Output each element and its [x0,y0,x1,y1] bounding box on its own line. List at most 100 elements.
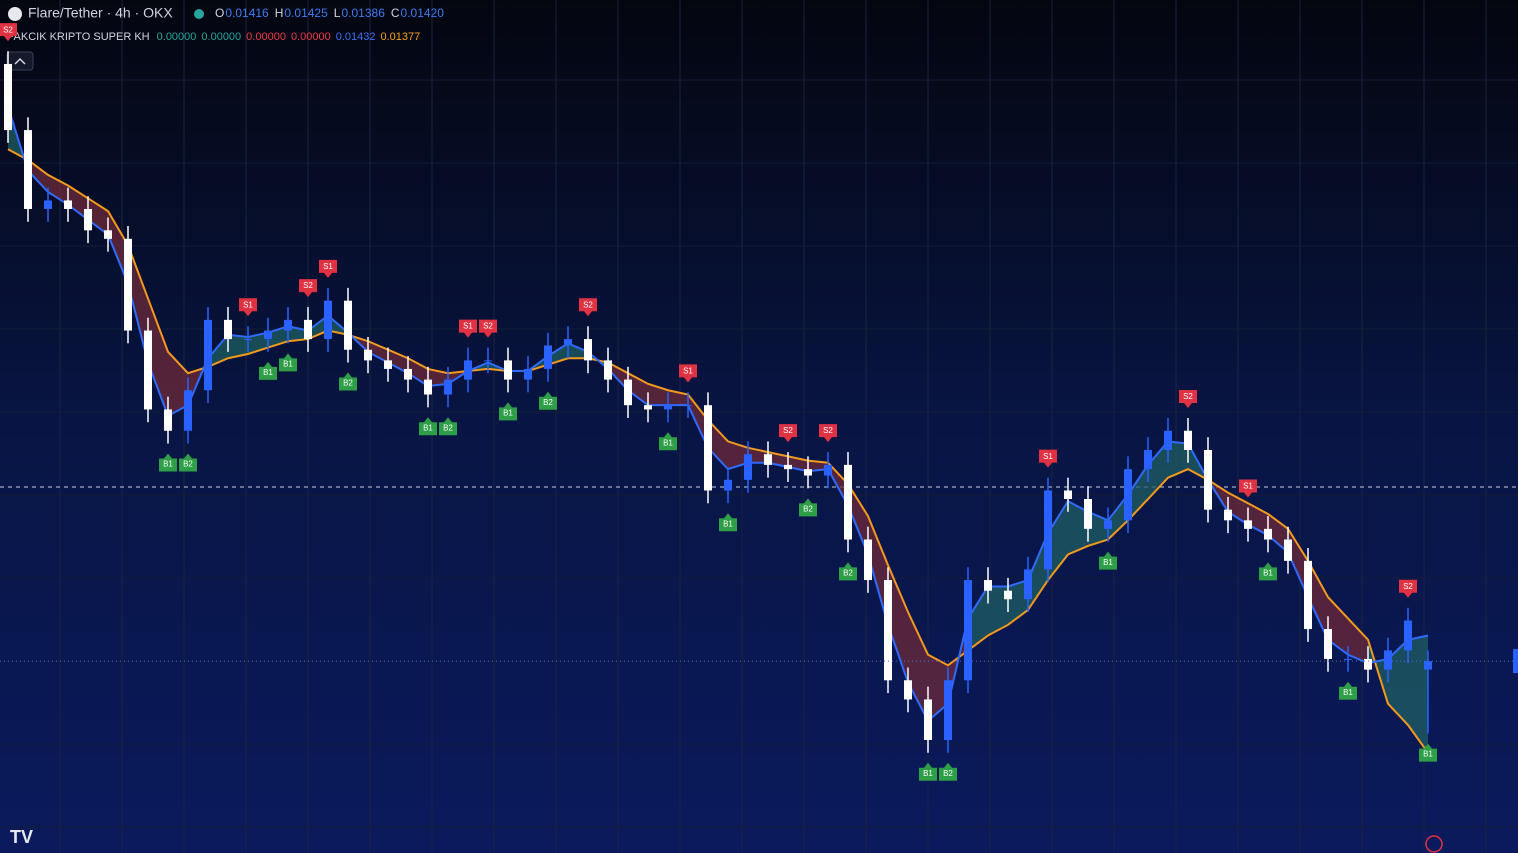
candle-body [424,379,432,395]
buy-signal [939,762,957,781]
candle-body [1104,520,1112,529]
signal-label: B1 [723,519,733,528]
band-segment [148,298,168,416]
candle-body [524,368,532,380]
candle-body [864,539,872,581]
signal-label: B1 [423,423,433,432]
candle-body [264,330,272,340]
signal-label: B1 [923,769,933,778]
band-segment [48,174,68,205]
candle-body [924,699,932,740]
candle-body [1124,469,1132,521]
band-segment [1148,441,1168,500]
collapse-button[interactable] [6,51,34,71]
signal-label: B2 [343,379,353,388]
candle-body [104,230,112,239]
ohlc-key: L [334,6,341,20]
signal-label: S2 [823,426,833,435]
band-segment [888,565,908,683]
buy-signal [1419,743,1437,762]
indicator-value: 0.01377 [380,31,420,43]
signal-label: B1 [1423,750,1433,759]
band-segment [88,198,108,235]
candle-body [744,454,752,480]
band-segment [1068,501,1088,555]
candle-body [304,319,312,340]
band-segment [228,334,248,359]
signal-label: B1 [163,460,173,469]
candle-body [1024,569,1032,600]
band-segment [68,185,88,220]
signal-label: S2 [583,300,593,309]
candle-body [1364,658,1372,670]
band-segment [1168,441,1188,478]
candle-body [784,464,792,470]
candle-body [704,405,712,491]
candle-body [1144,449,1152,470]
signal-label: S2 [783,426,793,435]
signal-label: B1 [283,359,293,368]
candle-body [604,360,612,380]
candle-body [384,360,392,369]
candle-body [1004,590,1012,600]
band-segment [308,315,328,340]
candle-body [64,200,72,209]
sell-signal [459,319,477,338]
band-segment [1348,618,1368,664]
candle-body [1064,490,1072,500]
signal-label: B2 [943,769,953,778]
candle-body [244,339,252,341]
indicator-value: 0.00000 [201,31,241,43]
candle-body [1084,499,1092,529]
candle-body [564,339,572,346]
signal-label: S2 [483,322,493,331]
signal-label: B1 [263,368,273,377]
indicator-value: 0.01432 [336,31,376,43]
candle-body [344,300,352,350]
last-price-tag [1513,649,1518,674]
candle-body [224,319,232,340]
buy-signal [719,513,737,532]
band-segment [728,441,748,470]
sell-signal [1399,579,1417,598]
collapse-icon [14,57,26,65]
band-segment [1088,511,1108,546]
candle-body [724,479,732,491]
candle-body [1424,661,1432,670]
candle-body [984,580,992,591]
buy-signal [659,432,677,451]
sell-signal [579,298,597,317]
candle-body [584,339,592,361]
candle-body [204,319,212,391]
signal-label: B1 [1103,558,1113,567]
buy-signal [1259,562,1277,581]
candle-body [324,300,332,340]
band-segment [568,343,588,359]
candle-body [1184,430,1192,450]
candle-body [1324,629,1332,659]
candle-body [644,405,652,410]
band-segment [908,612,928,721]
sell-signal [479,319,497,338]
sell-signal [819,424,837,443]
buy-signal [919,762,937,781]
candle-body [144,330,152,410]
candle-body [4,63,12,131]
candle-body [1264,528,1272,540]
ohlc-value: 0.01416 [225,6,269,20]
candle-body [1384,650,1392,670]
signal-label: S2 [3,25,13,34]
buy-signal [1099,551,1117,570]
candle-body [444,379,452,395]
signal-label: B2 [183,460,193,469]
sell-signal [1039,449,1057,468]
candle-body [484,360,492,362]
symbol-icon [8,7,22,21]
alert-icon[interactable] [1425,835,1443,853]
buy-signal [259,361,277,380]
candle-body [1044,490,1052,570]
candle-body [164,409,172,431]
candle-body [464,360,472,380]
signal-label: B2 [443,423,453,432]
